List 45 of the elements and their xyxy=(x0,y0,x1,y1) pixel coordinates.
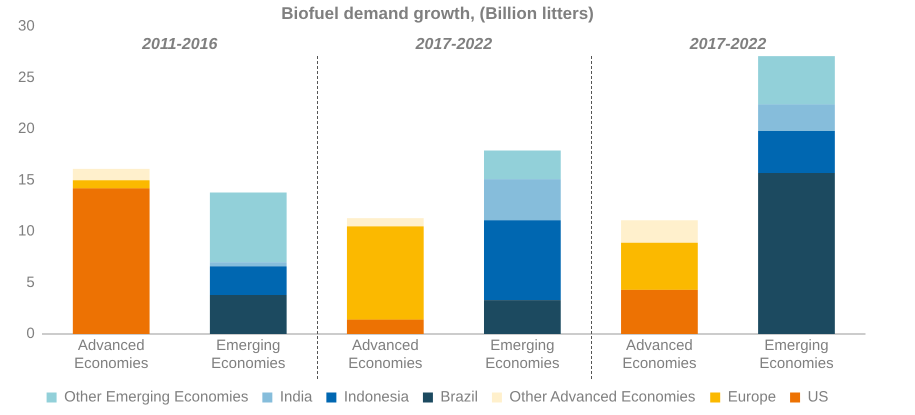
annotation: 2011-2016 xyxy=(141,36,218,53)
bar xyxy=(210,295,287,334)
legend-label: Indonesia xyxy=(344,388,410,406)
bar xyxy=(72,168,150,180)
annotation: 2017-2022 xyxy=(688,36,766,53)
legend-label: India xyxy=(280,388,314,406)
chart-title: Biofuel demand growth, (Billion litters) xyxy=(281,4,594,23)
y-tick-label: 10 xyxy=(18,222,35,240)
bar xyxy=(210,192,287,262)
annotation: 2017-2022 xyxy=(414,36,492,53)
bar xyxy=(72,180,150,188)
x-tick-label: Advanced Economies xyxy=(74,337,148,372)
y-tick-label: 0 xyxy=(26,325,35,342)
x-tick-label: Emerging Economies xyxy=(211,337,286,372)
y-tick-label: 20 xyxy=(18,120,35,138)
x-tick-label: Emerging Economies xyxy=(485,337,560,372)
x-tick-label: Advanced Economies xyxy=(622,337,697,372)
bar xyxy=(210,266,287,296)
bar xyxy=(758,56,835,104)
legend-label: Europe xyxy=(728,388,776,406)
bar xyxy=(758,173,835,334)
legend-label: Other Advanced Economies xyxy=(509,388,696,406)
y-tick-label: 25 xyxy=(18,68,35,86)
x-tick-label: Emerging Economies xyxy=(759,337,834,372)
y-tick-label: 5 xyxy=(26,274,35,291)
bar xyxy=(758,130,835,174)
bar xyxy=(72,188,150,334)
bar xyxy=(621,242,698,290)
bar xyxy=(621,220,698,243)
bar xyxy=(484,300,561,334)
bar xyxy=(210,262,287,266)
bar xyxy=(758,104,835,131)
bar xyxy=(346,320,424,334)
bar xyxy=(484,220,561,300)
bar xyxy=(621,290,698,334)
x-tick-label: Advanced Economies xyxy=(348,337,422,372)
bar xyxy=(346,218,424,226)
y-tick-label: 15 xyxy=(18,171,35,188)
bar xyxy=(484,179,561,220)
legend-label: US xyxy=(808,388,828,406)
y-tick-label: 30 xyxy=(18,18,35,35)
legend-label: Brazil xyxy=(440,388,478,406)
bar xyxy=(346,226,424,320)
legend-label: Other Emerging Economies xyxy=(64,388,248,406)
bar xyxy=(484,150,561,180)
